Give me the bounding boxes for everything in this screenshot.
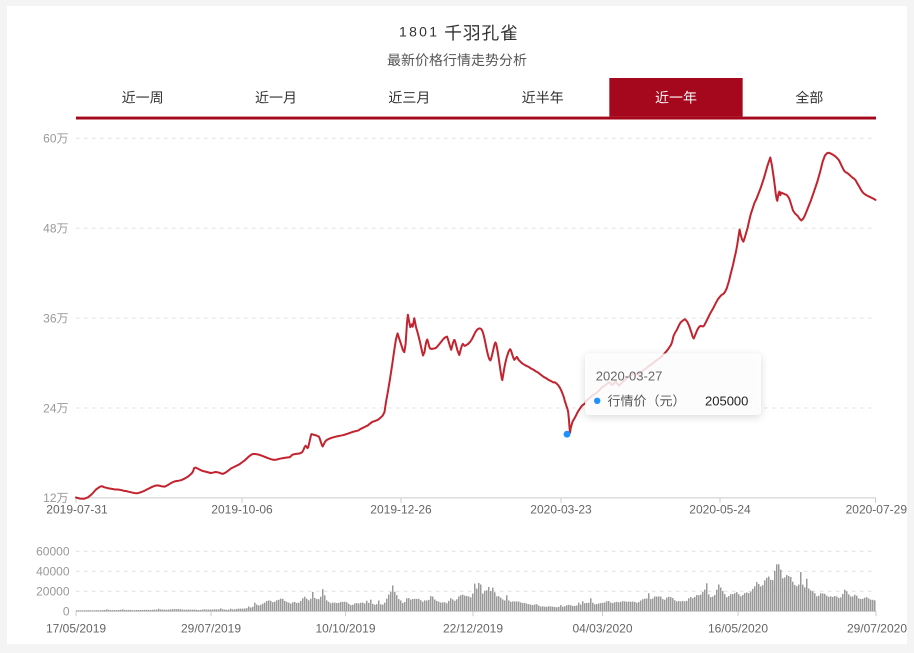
svg-text:36: 36 (43, 311, 57, 325)
svg-text:17/05/2019: 17/05/2019 (46, 621, 106, 635)
svg-text:10/10/2019: 10/10/2019 (315, 621, 375, 635)
svg-text:0: 0 (63, 605, 70, 619)
svg-text:40000: 40000 (36, 565, 70, 579)
svg-text:20000: 20000 (36, 585, 70, 599)
svg-text:60000: 60000 (36, 545, 70, 559)
svg-text:2020-03-23: 2020-03-23 (530, 503, 592, 517)
svg-text:04/03/2020: 04/03/2020 (572, 621, 632, 635)
svg-text:24: 24 (43, 401, 57, 415)
svg-text:2020-07-29: 2020-07-29 (846, 503, 908, 517)
svg-text:2019-07-31: 2019-07-31 (46, 503, 108, 517)
svg-text:16/05/2020: 16/05/2020 (708, 621, 768, 635)
svg-text:2019-12-26: 2019-12-26 (370, 503, 432, 517)
svg-text:22/12/2019: 22/12/2019 (443, 621, 503, 635)
svg-text:1801: 1801 (399, 24, 439, 40)
svg-text:60: 60 (43, 132, 57, 146)
svg-text:48: 48 (43, 222, 57, 236)
svg-text:12: 12 (43, 491, 57, 505)
svg-text:205000: 205000 (705, 394, 748, 409)
svg-text:29/07/2020: 29/07/2020 (847, 621, 907, 635)
svg-text:29/07/2019: 29/07/2019 (181, 621, 241, 635)
svg-text:2020-03-27: 2020-03-27 (596, 368, 663, 383)
svg-text:2019-10-06: 2019-10-06 (211, 503, 273, 517)
svg-text:2020-05-24: 2020-05-24 (689, 503, 751, 517)
